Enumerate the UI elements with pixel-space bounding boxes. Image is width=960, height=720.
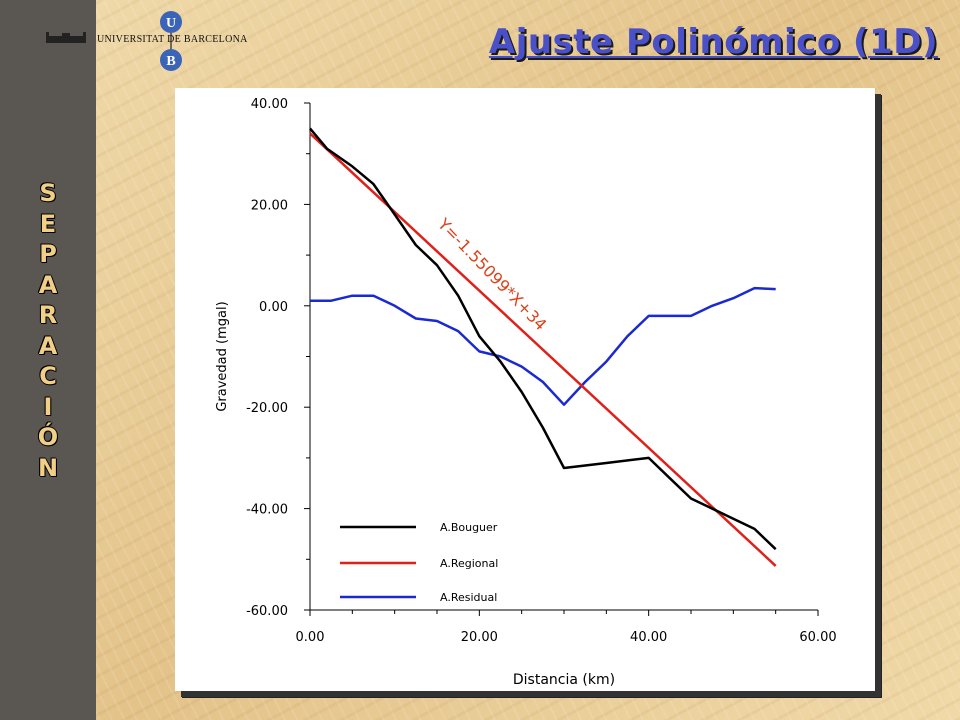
building-icon — [46, 32, 86, 43]
x-tick-label: 60.00 — [799, 630, 836, 645]
logo-letter-b: B — [166, 54, 175, 69]
sidebar-letter: E — [39, 209, 57, 238]
sidebar-letter: P — [39, 240, 57, 268]
sidebar-letter: I — [43, 392, 53, 421]
sidebar-letter: Ó — [37, 423, 59, 451]
legend-label: A.Residual — [440, 591, 497, 604]
chart-panel: 40.00 20.00 0.00 -20.00 -40.00 -60.00 0.00 20.0… — [175, 88, 875, 691]
sidebar-letter: S — [39, 179, 57, 207]
sidebar-letter: C — [39, 362, 57, 390]
series-line-a-regional — [309, 132, 777, 567]
logo-letter-u: U — [166, 16, 176, 31]
sidebar-letter: A — [38, 331, 58, 360]
series-line-a-residual — [310, 286, 776, 406]
y-tick-label: -60.00 — [246, 604, 288, 619]
sidebar-letter: N — [37, 453, 59, 482]
x-axis-label: Distancia (km) — [513, 672, 615, 688]
university-name: UNIVERSITAT DE BARCELONA — [97, 34, 248, 45]
y-tick-label: 40.00 — [251, 97, 288, 112]
series-line-a-bouguer — [309, 127, 777, 551]
x-tick-label: 40.00 — [630, 630, 667, 645]
y-tick-label: 20.00 — [251, 198, 288, 213]
y-axis-label: Gravedad (mgal) — [215, 301, 230, 411]
sidebar-letter: A — [38, 270, 58, 299]
y-tick-label: -20.00 — [246, 401, 288, 416]
legend-label: A.Bouguer — [440, 521, 498, 534]
x-tick-label: 20.00 — [461, 630, 498, 645]
logo-circle-u — [160, 11, 182, 33]
chart-svg: 40.00 20.00 0.00 -20.00 -40.00 -60.00 0.00 20.0… — [215, 97, 837, 688]
slide-title: Ajuste Polinómico (1D) — [488, 22, 938, 62]
y-tick-label: -40.00 — [246, 503, 288, 518]
sidebar-vertical-word: S E P A R A C I Ó N — [0, 178, 96, 483]
x-tick-label: 0.00 — [296, 630, 325, 645]
logo-graphic: U B — [46, 11, 182, 71]
y-tick-label: 0.00 — [259, 300, 288, 315]
logo-circle-b — [160, 49, 182, 71]
sidebar-letter: R — [38, 301, 58, 329]
legend-label: A.Regional — [440, 557, 498, 570]
regression-annotation: Y=-1.55099*X+34 — [433, 214, 550, 334]
university-logo: U B UNIVERSITAT DE BARCELONA — [40, 8, 250, 74]
sidebar: S E P A R A C I Ó N — [0, 0, 96, 720]
